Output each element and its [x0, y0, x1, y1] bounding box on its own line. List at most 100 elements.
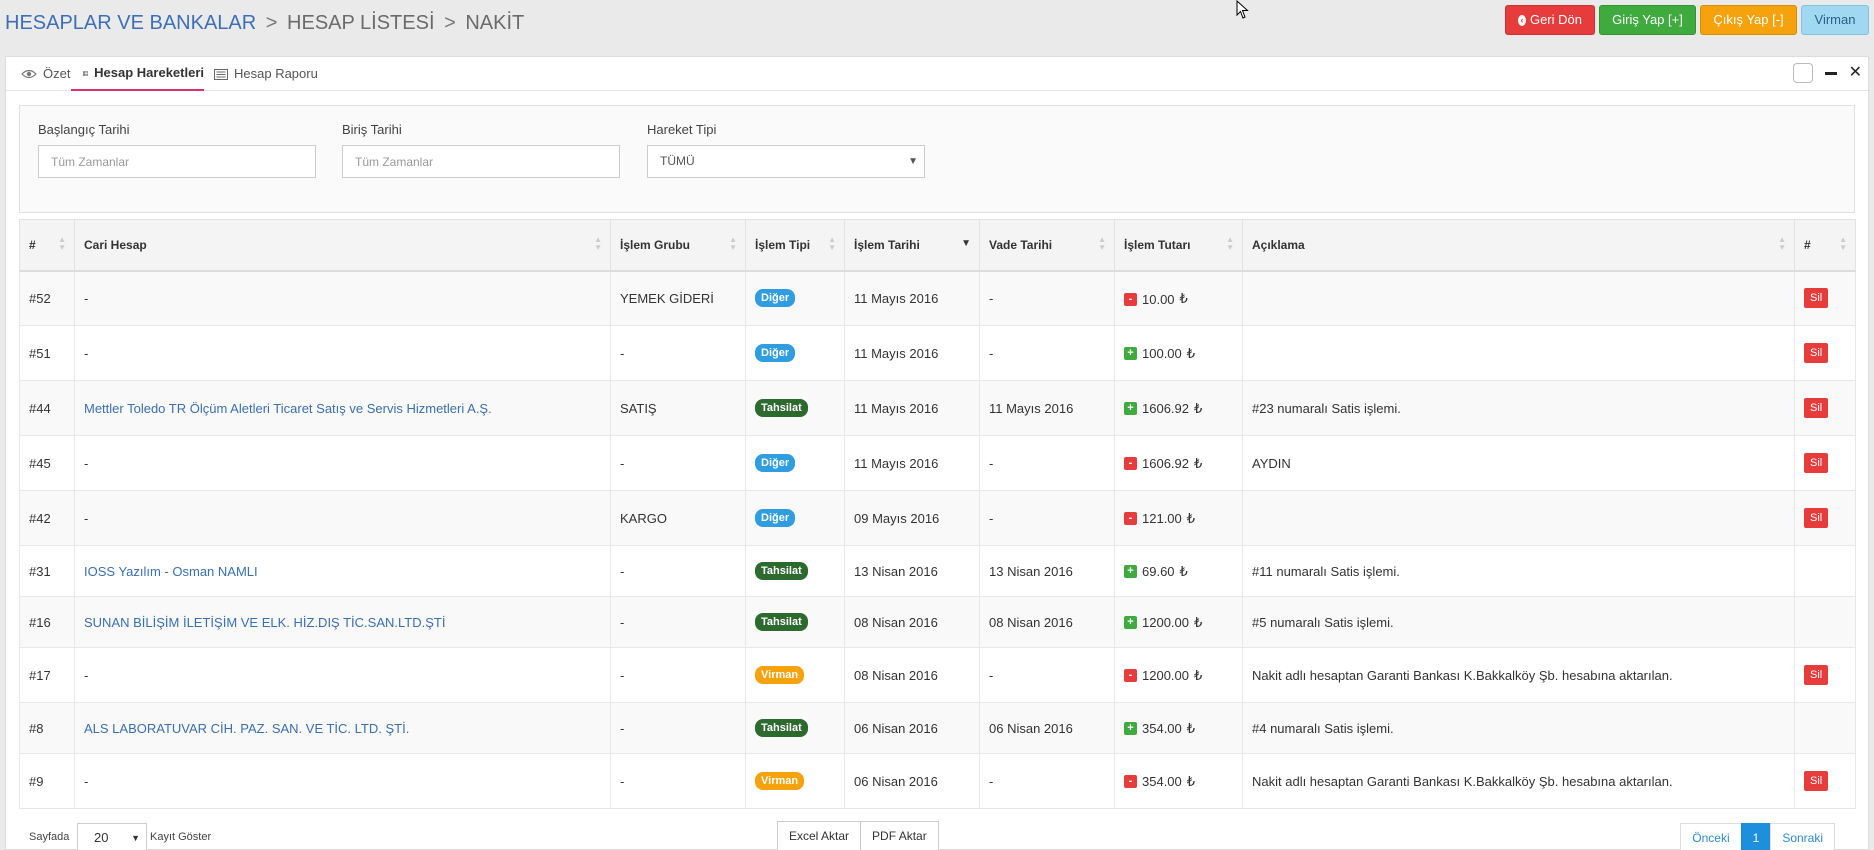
- tab-summary-label: Özet: [43, 66, 71, 81]
- minus-icon: -: [1124, 669, 1137, 683]
- tab-summary[interactable]: Özet: [21, 57, 70, 91]
- tab-report-label: Hesap Raporu: [234, 66, 318, 81]
- eye-icon: [21, 69, 37, 79]
- col-header-desc[interactable]: Açıklama ▲ ▼: [1242, 219, 1795, 272]
- cell-date: 08 Nisan 2016: [844, 647, 980, 703]
- end-date-input[interactable]: [342, 145, 620, 178]
- cell-id: #31: [19, 545, 75, 597]
- cell-amount: +1200.00 ₺: [1114, 596, 1243, 648]
- account-link[interactable]: SUNAN BİLİŞİM İLETİŞİM VE ELK. HİZ.DIŞ T…: [84, 614, 446, 630]
- transfer-button[interactable]: Virman: [1801, 5, 1869, 35]
- entry-button[interactable]: Giriş Yap [+]: [1599, 5, 1696, 35]
- start-date-group: Başlangıç Tarihi: [38, 122, 316, 178]
- page-1-button[interactable]: 1: [1740, 823, 1772, 850]
- tab-movements[interactable]: Hesap Hareketleri: [71, 57, 204, 91]
- currency-symbol: ₺: [1179, 563, 1188, 579]
- table-row: #51- - Diğer 11 Mayıs 2016- +100.00 ₺ Sil: [19, 325, 1856, 381]
- breadcrumb-account-list[interactable]: HESAP LİSTESİ: [287, 12, 435, 34]
- table-row: #17- - Virman 08 Nisan 2016- -1200.00 ₺ Nakit …: [19, 647, 1856, 703]
- sort-icon: ▲ ▼: [58, 235, 66, 252]
- panel-checkbox[interactable]: [1792, 63, 1813, 83]
- filter-box: Başlangıç Tarihi Biriş Tarihi Hareket Ti…: [19, 105, 1855, 213]
- minus-icon: -: [1124, 292, 1137, 306]
- cell-account: IOSS Yazılım - Osman NAMLI: [74, 545, 611, 597]
- delete-button[interactable]: Sil: [1804, 398, 1829, 418]
- cell-due: -: [979, 325, 1115, 381]
- close-icon[interactable]: ✕: [1848, 64, 1862, 81]
- movements-table: # ▲ ▼ Cari Hesap ▲ ▼ İşlem Grubu ▲ ▼ İşlem Tip…: [19, 219, 1856, 809]
- back-button[interactable]: ‹ Geri Dön: [1505, 5, 1595, 35]
- currency-symbol: ₺: [1194, 667, 1203, 683]
- cell-amount: -354.00 ₺: [1114, 753, 1243, 809]
- col-header-id[interactable]: # ▲ ▼: [19, 219, 75, 272]
- col-header-type[interactable]: İşlem Tipi ▲ ▼: [745, 219, 845, 272]
- cell-desc: #23 numaralı Satis işlemi.: [1242, 380, 1795, 436]
- cell-action: [1794, 545, 1856, 597]
- excel-export-button[interactable]: Excel Aktar: [777, 821, 862, 850]
- breadcrumb-separator: >: [444, 12, 456, 34]
- cell-type: Virman: [745, 753, 845, 809]
- delete-button[interactable]: Sil: [1804, 771, 1829, 791]
- type-badge: Diğer: [755, 289, 796, 308]
- plus-icon: +: [1124, 402, 1137, 416]
- delete-button[interactable]: Sil: [1804, 453, 1829, 473]
- amount-value: 354.00: [1142, 721, 1182, 737]
- cell-amount: -121.00 ₺: [1114, 490, 1243, 546]
- per-page-suffix: Kayıt Göster: [150, 831, 212, 843]
- delete-button[interactable]: Sil: [1804, 665, 1829, 685]
- cell-type: Diğer: [745, 270, 845, 326]
- tab-report[interactable]: Hesap Raporu: [214, 57, 318, 91]
- per-page-value: 20: [94, 830, 109, 845]
- delete-button[interactable]: Sil: [1804, 288, 1829, 309]
- per-page-select[interactable]: 20 ▼: [77, 823, 147, 850]
- cell-due: -: [979, 647, 1115, 703]
- minimize-icon[interactable]: [1824, 71, 1837, 75]
- cell-desc: #4 numaralı Satis işlemi.: [1242, 702, 1795, 754]
- mouse-cursor-icon: [1236, 0, 1249, 19]
- account-link[interactable]: Mettler Toledo TR Ölçüm Aletleri Ticaret…: [84, 400, 492, 416]
- tab-bar: Özet Hesap Hareketleri Hesap Raporu ✕: [6, 57, 1868, 91]
- delete-button[interactable]: Sil: [1804, 343, 1829, 363]
- col-header-due[interactable]: Vade Tarihi ▲ ▼: [979, 219, 1115, 272]
- col-header-amount[interactable]: İşlem Tutarı ▲ ▼: [1114, 219, 1243, 272]
- table-row: #31 IOSS Yazılım - Osman NAMLI - Tahsilat 13…: [19, 545, 1856, 597]
- cell-action: Sil: [1794, 435, 1856, 491]
- exit-button[interactable]: Çıkış Yap [-]: [1700, 5, 1797, 35]
- end-date-group: Biriş Tarihi: [342, 122, 620, 178]
- col-header-account[interactable]: Cari Hesap ▲ ▼: [74, 219, 611, 272]
- next-page-button[interactable]: Sonraki: [1770, 823, 1835, 850]
- account-link[interactable]: IOSS Yazılım - Osman NAMLI: [84, 563, 258, 579]
- cell-account: Mettler Toledo TR Ölçüm Aletleri Ticaret…: [74, 380, 611, 436]
- col-header-date[interactable]: İşlem Tarihi ▼: [844, 219, 980, 272]
- pdf-export-button[interactable]: PDF Aktar: [860, 821, 939, 850]
- chevron-left-icon: ‹: [1518, 14, 1526, 26]
- start-date-input[interactable]: [38, 145, 316, 178]
- caret-down-icon: ▼: [131, 833, 140, 843]
- cell-account: -: [74, 490, 611, 546]
- amount-value: 354.00: [1142, 774, 1182, 790]
- cell-account: -: [74, 753, 611, 809]
- sort-icon: ▲ ▼: [1778, 235, 1786, 252]
- breadcrumb-accounts-banks[interactable]: HESAPLAR VE BANKALAR: [5, 12, 257, 34]
- sort-icon: ▲ ▼: [1098, 235, 1106, 252]
- cell-type: Tahsilat: [745, 380, 845, 436]
- table-footer: Sayfada 20 ▼ Kayıt Göster Excel Aktar PD…: [19, 819, 1855, 850]
- per-page-label: Sayfada: [29, 831, 70, 843]
- type-badge: Tahsilat: [755, 719, 808, 737]
- cell-group: -: [610, 545, 746, 597]
- cell-action: Sil: [1794, 380, 1856, 436]
- cell-desc: AYDIN: [1242, 435, 1795, 491]
- start-date-label: Başlangıç Tarihi: [38, 122, 130, 137]
- delete-button[interactable]: Sil: [1804, 508, 1829, 528]
- cell-group: -: [610, 325, 746, 381]
- cell-amount: +1606.92 ₺: [1114, 380, 1243, 436]
- col-header-action[interactable]: # ▲ ▼: [1794, 219, 1856, 272]
- account-link[interactable]: ALS LABORATUVAR CİH. PAZ. SAN. VE TİC. L…: [84, 720, 410, 736]
- currency-symbol: ₺: [1179, 291, 1188, 306]
- cell-id: #45: [19, 435, 75, 491]
- col-header-group[interactable]: İşlem Grubu ▲ ▼: [610, 219, 746, 272]
- cell-amount: +69.60 ₺: [1114, 545, 1243, 597]
- cell-due: -: [979, 435, 1115, 491]
- prev-page-button[interactable]: Önceki: [1680, 823, 1742, 850]
- movement-type-select[interactable]: TÜMÜ ▼: [647, 145, 925, 178]
